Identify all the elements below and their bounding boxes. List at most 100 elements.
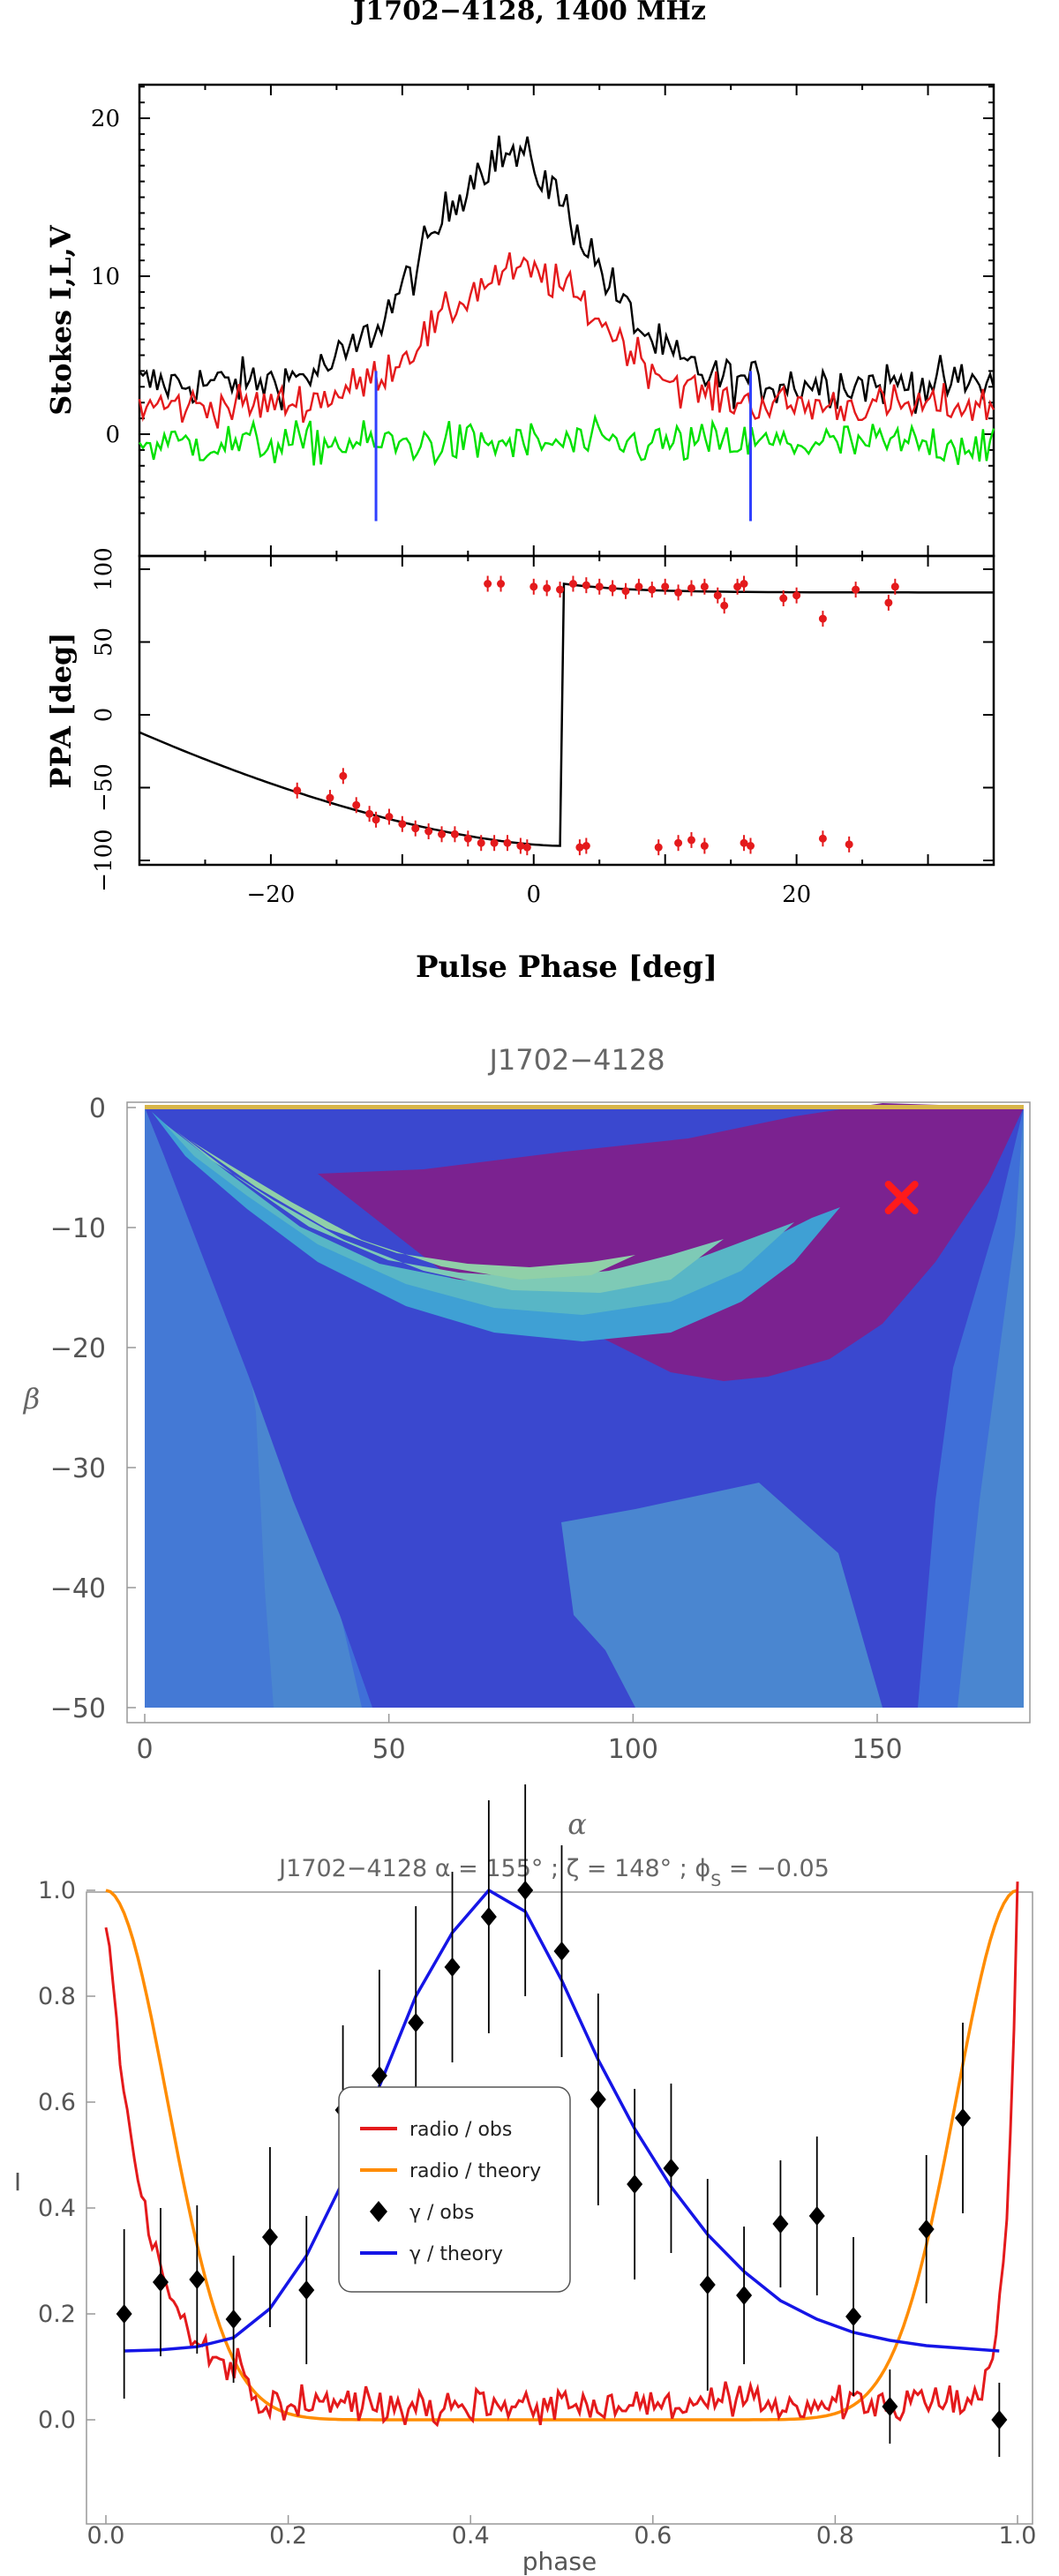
contour-band-4 (190, 1140, 635, 1280)
ppa-point (700, 582, 709, 591)
ppa-point (484, 580, 492, 588)
ppa-point (661, 582, 670, 591)
alpha-ticks: 0 50 100 150 (136, 1714, 903, 1765)
stokes-y-ticks: 0 10 20 (91, 85, 995, 556)
gamma-obs-point (590, 2090, 606, 2109)
legend-label: γ / theory (409, 2243, 503, 2265)
radio-obs-line (104, 1881, 1019, 2428)
lightcurve-title-subscript: S (710, 1871, 721, 1890)
alpha-beta-map-title: J1702−4128 (487, 1043, 665, 1077)
ppa-point (522, 843, 531, 852)
lightcurve-title-main: J1702−4128 α = 155° ; ζ = 148° ; ϕ (277, 1855, 710, 1882)
ppa-point (720, 601, 729, 610)
ppa-point (477, 838, 485, 847)
ppa-point (852, 585, 860, 594)
phase-tick-label: 0.2 (269, 2522, 307, 2550)
ppa-x-tick-label: 0 (526, 882, 541, 908)
gamma-obs-point (371, 2066, 387, 2085)
gamma-obs-point (845, 2307, 862, 2326)
phase-tick-label: 0.8 (816, 2522, 854, 2550)
gamma-obs-point (627, 2174, 643, 2194)
ppa-y-axis-label: PPA [deg] (44, 632, 78, 788)
gamma-obs-point (152, 2272, 169, 2292)
ppa-point (595, 582, 604, 591)
ppa-point (490, 838, 499, 847)
alpha-beta-map-frame (126, 1101, 1031, 1724)
legend-label: radio / obs (409, 2119, 512, 2141)
ppa-point (543, 583, 552, 592)
gamma-obs-point (663, 2159, 680, 2178)
ppa-point (713, 591, 722, 600)
beta-axis-label: β (23, 1382, 41, 1416)
ppa-point (516, 842, 525, 850)
intensity-axis-label: I (14, 2167, 21, 2197)
ppa-point (687, 583, 695, 592)
stokes-y-axis-label: Stokes I,L,V (44, 224, 78, 416)
ppa-point (450, 830, 459, 838)
ppa-point (385, 813, 394, 821)
phase-tick-label: 1.0 (999, 2522, 1037, 2550)
ppa-point (339, 771, 348, 780)
ppa-point (326, 793, 334, 802)
stokes-y-tick-label: 10 (91, 264, 120, 290)
best-fit-marker-stroke (884, 1181, 919, 1214)
ppa-point (621, 587, 630, 596)
stokes-L-line (138, 252, 995, 429)
intensity-tick-label: 0.8 (38, 1983, 76, 2010)
ppa-point (792, 591, 801, 600)
phase-tick-label: 0.6 (634, 2522, 672, 2550)
intensity-tick-label: 0.0 (38, 2407, 76, 2434)
ppa-point (497, 580, 506, 588)
ppa-point (575, 843, 584, 852)
ppa-point (890, 582, 899, 591)
ppa-y-tick-label: −100 (91, 829, 117, 891)
ppa-rvm-curve (139, 582, 994, 847)
alpha-tick-label: 50 (372, 1734, 406, 1765)
gamma-obs-point (772, 2214, 789, 2234)
alpha-tick-label: 150 (852, 1734, 902, 1765)
contour-band-2 (163, 1123, 794, 1315)
lightcurve-title-tail: = −0.05 (721, 1855, 830, 1882)
alpha-tick-label: 100 (608, 1734, 658, 1765)
alpha-tick-label: 0 (136, 1734, 153, 1765)
intensity-ticks: 0.0 0.2 0.4 0.6 0.8 1.0 (38, 1877, 95, 2434)
gamma-obs-point (699, 2275, 716, 2294)
ppa-point (398, 820, 407, 829)
ppa-x-tick-label: 20 (782, 882, 811, 908)
phase-tick-label: 0.0 (87, 2522, 125, 2550)
ppa-y-tick-label: −50 (91, 763, 117, 812)
ppa-point (648, 585, 657, 594)
intensity-tick-label: 1.0 (38, 1877, 76, 1904)
ppa-point (884, 598, 893, 607)
ppa-point (293, 786, 302, 795)
beta-tick-label: −40 (50, 1573, 106, 1604)
best-fit-marker (884, 1181, 919, 1214)
phase-ticks: 0.0 0.2 0.4 0.6 0.8 1.0 (87, 2515, 1037, 2550)
gamma-obs-point (517, 1881, 534, 1900)
contour-level-left (145, 1108, 274, 1708)
beta-tick-label: −20 (50, 1333, 106, 1364)
contour-island (561, 1483, 882, 1708)
legend-label: radio / theory (409, 2160, 541, 2182)
stokes-V-line (138, 413, 995, 467)
ppa-points (293, 575, 899, 856)
ppa-point (582, 842, 590, 850)
polarization-chart-title: J1702−4128, 1400 MHz (350, 0, 706, 26)
gamma-obs-point (882, 2397, 898, 2416)
ppa-point (674, 838, 683, 847)
ppa-point (845, 840, 853, 849)
stokes-series (138, 135, 995, 522)
gamma-obs-point (444, 1957, 461, 1977)
alpha-axis-label: α (567, 1807, 587, 1841)
gamma-obs-point (408, 2013, 424, 2032)
gamma-obs-point (298, 2280, 315, 2300)
ppa-point (424, 827, 433, 836)
gamma-obs-point (991, 2410, 1008, 2430)
ppa-point (463, 834, 472, 843)
ppa-point (654, 843, 663, 852)
pulse-phase-x-axis-label: Pulse Phase [deg] (416, 950, 717, 985)
beta-tick-label: −30 (50, 1453, 106, 1484)
ppa-x-ticks: −20 0 20 (139, 556, 995, 908)
ppa-point (746, 842, 755, 850)
stokes-panel-frame (138, 83, 995, 558)
